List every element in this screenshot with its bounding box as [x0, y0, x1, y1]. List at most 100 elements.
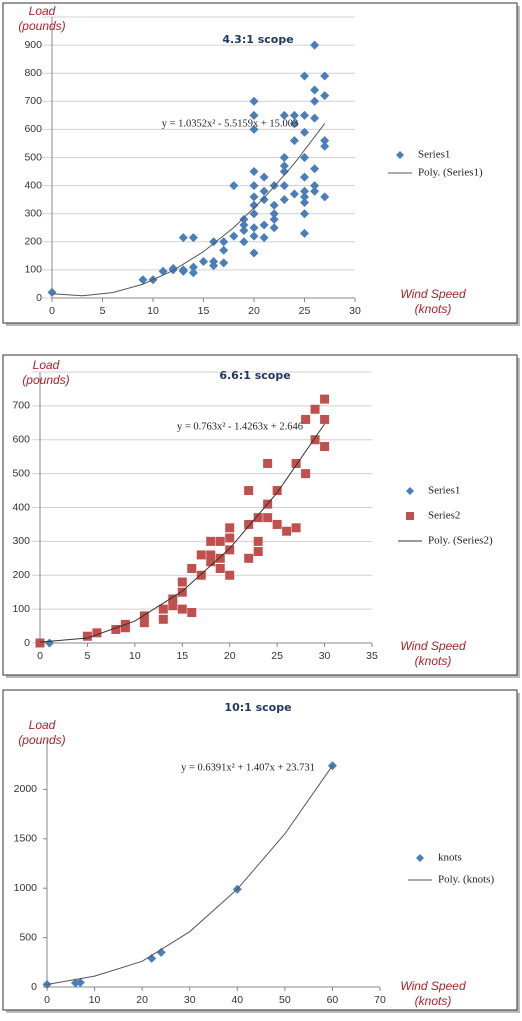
- point: [279, 153, 289, 162]
- point: [138, 275, 148, 285]
- point: [269, 200, 279, 210]
- x-tick-label: 20: [224, 650, 236, 662]
- x-axis-label: Wind Speed: [400, 979, 466, 993]
- x-tick-label: 20: [136, 994, 148, 1006]
- point: [249, 200, 259, 210]
- x-tick-label: 5: [100, 305, 106, 317]
- point: [177, 587, 187, 597]
- point: [82, 631, 92, 641]
- chart-title: 6.6:1 scope: [219, 369, 290, 382]
- legend-label: Series1: [418, 149, 450, 161]
- point: [111, 624, 121, 634]
- point: [310, 85, 320, 95]
- point: [249, 223, 259, 233]
- x-tick-label: 30: [319, 650, 331, 662]
- point: [206, 550, 216, 560]
- point: [289, 136, 299, 146]
- point: [272, 519, 282, 529]
- y-tick-label: 0: [24, 637, 30, 649]
- point: [139, 611, 149, 621]
- point: [188, 262, 198, 272]
- point: [249, 231, 259, 241]
- point: [272, 486, 282, 496]
- point: [188, 233, 198, 243]
- point: [300, 186, 309, 196]
- x-axis-label: (knots): [415, 654, 452, 668]
- y-tick-label: 900: [24, 39, 42, 51]
- point: [300, 127, 309, 137]
- point: [249, 248, 259, 258]
- point: [244, 553, 254, 563]
- point: [249, 209, 259, 219]
- chart-title: 10:1 scope: [224, 701, 291, 714]
- point: [168, 601, 178, 611]
- point: [215, 563, 225, 573]
- point: [249, 96, 259, 106]
- x-tick-label: 50: [279, 994, 291, 1006]
- point: [187, 608, 197, 618]
- point: [291, 523, 301, 533]
- legend-marker: [406, 512, 414, 520]
- y-tick-label: 2000: [14, 783, 38, 795]
- point: [249, 181, 259, 191]
- point: [225, 523, 235, 533]
- point: [310, 435, 320, 445]
- point: [249, 124, 259, 134]
- y-tick-label: 300: [24, 207, 42, 219]
- panel: [2, 2, 518, 324]
- x-tick-label: 40: [231, 994, 243, 1006]
- point: [196, 570, 206, 580]
- x-tick-label: 15: [176, 650, 188, 662]
- point: [269, 209, 279, 219]
- point: [239, 214, 249, 224]
- point: [279, 195, 289, 205]
- chart-title: 4.3:1 scope: [222, 33, 293, 46]
- x-tick-label: 30: [349, 305, 361, 317]
- point: [47, 287, 57, 297]
- point: [239, 220, 249, 230]
- y-tick-label: 300: [12, 535, 30, 547]
- point: [320, 192, 330, 202]
- y-axis-label: Load: [33, 358, 60, 372]
- point: [300, 192, 309, 202]
- x-axis-label: Wind Speed: [400, 287, 466, 301]
- legend-marker: [396, 151, 404, 159]
- point: [92, 628, 102, 638]
- y-axis-label: (pounds): [18, 19, 65, 33]
- point: [196, 550, 206, 560]
- point: [282, 526, 292, 536]
- point: [310, 404, 320, 414]
- y-tick-label: 1500: [14, 833, 38, 845]
- trendline: [51, 123, 326, 297]
- point: [259, 220, 269, 230]
- point: [239, 226, 249, 236]
- point: [249, 167, 259, 177]
- point: [289, 189, 299, 199]
- y-tick-label: 700: [12, 400, 30, 412]
- point: [178, 233, 188, 243]
- x-tick-label: 0: [37, 650, 43, 662]
- point: [320, 141, 330, 151]
- point: [120, 623, 130, 633]
- point: [310, 186, 320, 196]
- y-tick-label: 400: [12, 501, 30, 513]
- y-axis-label: (pounds): [18, 733, 65, 747]
- point: [300, 172, 309, 182]
- y-tick-label: 1000: [14, 882, 38, 894]
- point: [259, 172, 269, 182]
- point: [75, 978, 85, 988]
- x-tick-label: 25: [299, 305, 311, 317]
- x-tick-label: 70: [374, 994, 386, 1006]
- point: [229, 181, 239, 191]
- legend-label: Series1: [428, 485, 460, 497]
- point: [177, 604, 187, 614]
- point: [206, 536, 216, 546]
- point: [206, 557, 216, 567]
- point: [249, 192, 259, 202]
- x-axis-label: Wind Speed: [400, 639, 466, 653]
- x-tick-label: 5: [85, 650, 91, 662]
- y-tick-label: 600: [12, 434, 30, 446]
- point: [177, 577, 187, 587]
